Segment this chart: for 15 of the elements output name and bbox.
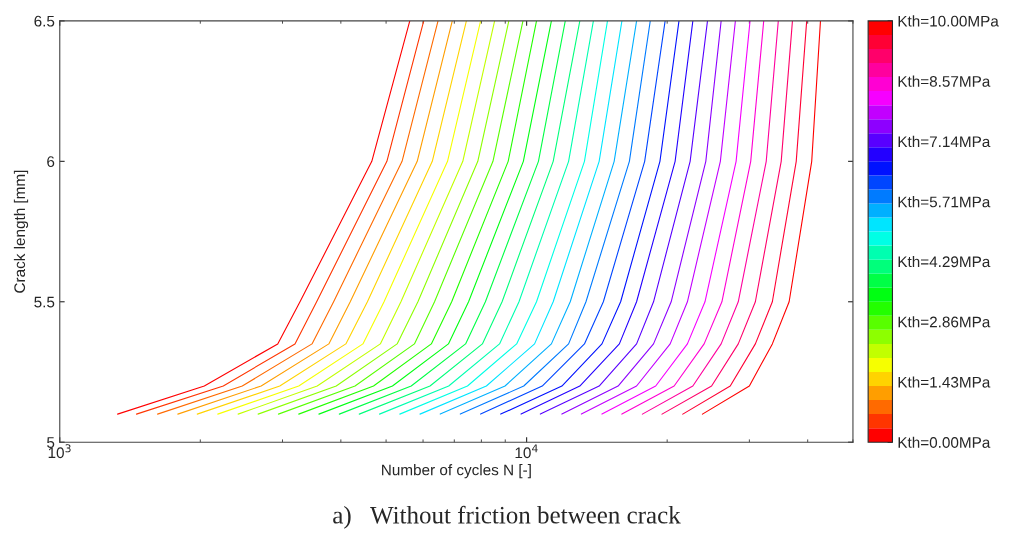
color-bar-label: Kth=5.71MPa: [898, 196, 991, 208]
color-bar-label: Kth=4.29MPa: [898, 255, 991, 268]
y-tick-label: 6: [47, 156, 55, 168]
color-bar-label: Kth=2.86MPa: [898, 316, 991, 328]
y-axis-title: Crack length [mm]: [13, 170, 29, 293]
color-bar-label: Kth=8.57MPa: [898, 75, 991, 87]
color-bar-label: Kth=7.14MPa: [898, 135, 991, 148]
text: a) Without friction between crack: [333, 505, 681, 529]
color-bar-label: Kth=1.43MPa: [898, 376, 991, 388]
y-tick-label: 6.5: [34, 15, 55, 27]
x-axis-title: Number of cycles N [-]: [382, 464, 531, 479]
y-tick-label: 5.5: [34, 296, 55, 308]
color-bar-label: Kth=10.00MPa: [898, 15, 999, 27]
x-tick-label: 10$^{4}$: [515, 444, 538, 459]
color-bar-label: Kth=0.00MPa: [898, 436, 991, 448]
